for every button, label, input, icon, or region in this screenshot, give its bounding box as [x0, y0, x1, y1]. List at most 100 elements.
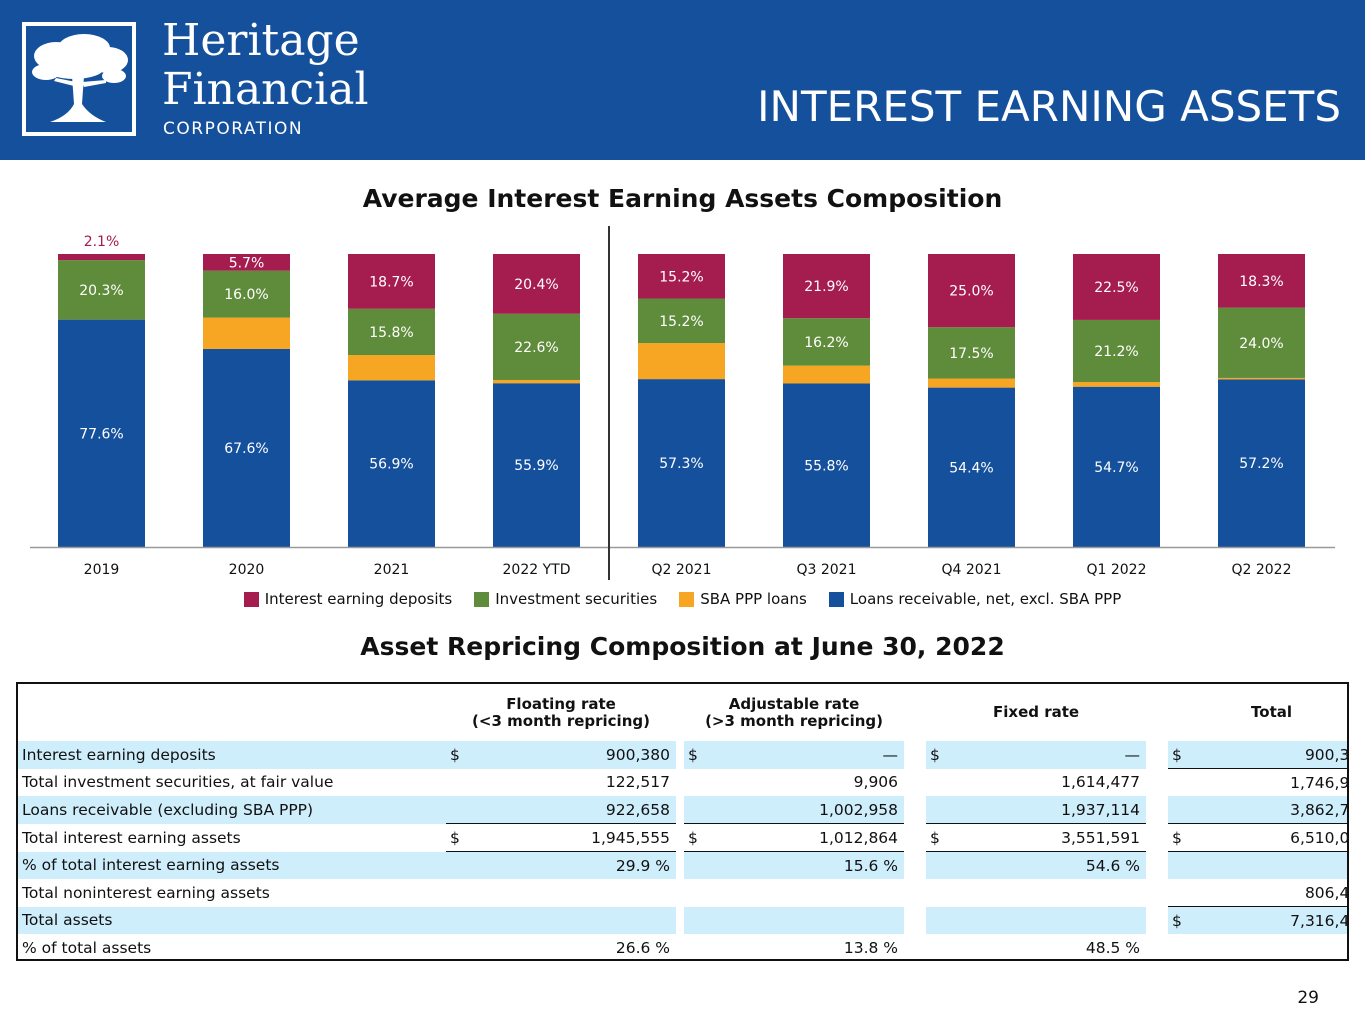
data-label-investments: 17.5% [949, 346, 993, 362]
legend-label-ppp: SBA PPP loans [700, 590, 807, 608]
currency-cell [684, 906, 713, 934]
table-header-row: Floating rate (<3 month repricing) Adjust… [18, 684, 1347, 741]
header-adjustable: Adjustable rate (>3 month repricing) [684, 684, 904, 741]
bar-segment-ppp [783, 365, 870, 384]
legend-item-investments: Investment securities [474, 590, 657, 608]
value-cell [712, 906, 905, 934]
value-cell: 3,551,591 [954, 823, 1147, 852]
bar-segment-ppp [1218, 377, 1305, 380]
currency-cell [446, 879, 474, 907]
stacked-bar-chart: 77.6% 20.3% 2.1% 2019 67.6% 10.7% 16.0% 5.7% 202… [30, 226, 1335, 580]
legend-swatch-deposits [243, 591, 259, 607]
currency-cell [926, 879, 954, 907]
value-cell: — [712, 741, 905, 769]
bar-segment-loans [1073, 386, 1160, 547]
currency-cell [684, 879, 712, 907]
data-label-deposits: 18.7% [369, 274, 413, 290]
logo-box [22, 22, 136, 136]
bar-segment-investments [58, 260, 145, 320]
bar-segment-deposits [1218, 254, 1305, 308]
data-label-deposits: 20.4% [514, 277, 558, 293]
bar-segment-loans [203, 348, 290, 547]
currency-cell [684, 934, 712, 959]
header-floating-line2: (<3 month repricing) [472, 711, 650, 730]
value-cell: 7,316,467 [1196, 906, 1347, 934]
bar-segment-loans [928, 387, 1015, 547]
table-row: Total investment securities, at fair val… [18, 769, 1349, 797]
currency-cell [1168, 769, 1196, 797]
currency-cell: $ [446, 741, 474, 769]
value-cell: 122,517 [605, 773, 671, 792]
bar-segment-loans [58, 319, 145, 547]
bar-segment-deposits [783, 254, 870, 319]
x-tick-label: 2021 [374, 562, 410, 578]
value-cell: 13.8 % [843, 938, 899, 957]
data-label-investments: 24.0% [1239, 336, 1283, 352]
value-cell: — [954, 741, 1147, 769]
bar-segment-investments [493, 313, 580, 380]
brand-name-line1: Heritage [162, 15, 360, 66]
value-cell: 1,746,900 [1290, 773, 1349, 792]
header-floating-line1: Floating rate [506, 694, 616, 713]
header-banner: Heritage Financial CORPORATION INTEREST … [0, 0, 1365, 160]
data-label-deposits: 22.5% [1094, 280, 1138, 296]
currency-cell: $ [1168, 741, 1197, 769]
repricing-table: Floating rate (<3 month repricing) Adjust… [16, 682, 1349, 961]
data-label-loans: 67.6% [224, 441, 268, 457]
data-label-investments: 22.6% [514, 340, 558, 356]
bar-segment-ppp [928, 378, 1015, 388]
legend-swatch-investments [474, 591, 490, 607]
data-label-investments: 21.2% [1094, 344, 1138, 360]
legend-label-loans: Loans receivable, net, excl. SBA PPP [849, 590, 1122, 608]
bar-segment-investments [1218, 307, 1305, 378]
currency-cell [926, 906, 955, 934]
bar-segment-loans [1218, 379, 1305, 547]
data-label-deposits: 2.1% [84, 234, 120, 250]
x-tick-label: 2019 [84, 562, 120, 578]
row-label: Total interest earning assets [22, 828, 241, 847]
currency-cell: $ [1168, 906, 1197, 934]
data-label-ppp: 10.7% [224, 326, 268, 342]
page-number: 29 [1297, 988, 1319, 1008]
value-cell [1196, 851, 1347, 879]
currency-cell [446, 851, 474, 879]
table-row: Loans receivable (excluding SBA PPP) 922,… [18, 796, 1347, 824]
legend-swatch-loans [828, 591, 844, 607]
bar-segment-investments [1073, 319, 1160, 383]
header-adjustable-line1: Adjustable rate [728, 694, 860, 713]
value-cell: 1,937,114 [954, 796, 1147, 824]
data-label-deposits: 5.7% [229, 255, 265, 271]
data-label-investments: 16.0% [224, 287, 268, 303]
value-cell: 26.6 % [615, 938, 671, 957]
bar-segment-deposits [638, 254, 725, 299]
currency-cell: $ [446, 823, 474, 852]
currency-cell [1168, 934, 1196, 959]
bar-segment-investments [203, 270, 290, 318]
value-cell: 1,002,958 [712, 796, 905, 824]
bar-segment-ppp [1073, 382, 1160, 387]
currency-cell: $ [684, 823, 713, 852]
bar-segment-investments [348, 308, 435, 356]
table-row: % of total assets 26.6 % 13.8 % 48.5 % [18, 934, 1347, 959]
bar-segment-ppp [348, 355, 435, 381]
data-label-deposits: 18.3% [1239, 274, 1283, 290]
currency-cell [1168, 879, 1197, 907]
legend-swatch-ppp [679, 591, 695, 607]
header-total-line1: Total [1251, 703, 1293, 721]
data-label-loans: 55.8% [804, 458, 848, 474]
data-label-investments: 15.8% [369, 325, 413, 341]
row-label: % of total interest earning assets [18, 851, 446, 879]
chart-title: Average Interest Earning Assets Composit… [362, 184, 1003, 213]
x-tick-label: Q3 2021 [796, 562, 856, 578]
bar-segment-deposits [1073, 254, 1160, 320]
currency-cell [926, 796, 955, 824]
value-cell [474, 906, 677, 934]
data-label-loans: 55.9% [514, 458, 558, 474]
currency-cell [926, 934, 954, 959]
bar-segment-deposits [928, 254, 1015, 328]
table-row: % of total interest earning assets 29.9 %… [18, 851, 1347, 879]
bar-segment-loans [493, 383, 580, 547]
value-cell [954, 879, 1146, 907]
currency-cell [1168, 851, 1197, 879]
brand-subtitle: CORPORATION [163, 119, 304, 139]
